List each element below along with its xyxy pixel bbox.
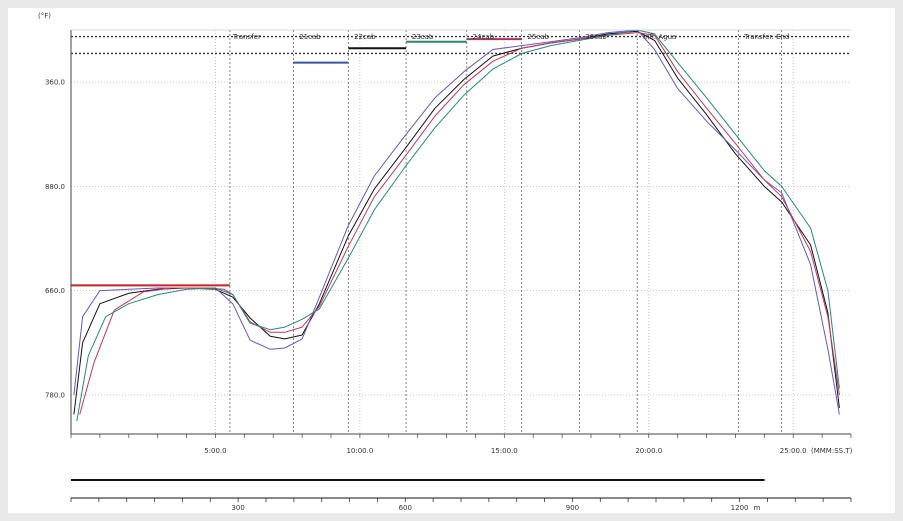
- y-tick-label: 660.0: [45, 287, 65, 295]
- stage-markers-layer: [230, 30, 782, 434]
- stage-label: 21cab: [299, 33, 321, 41]
- y-tick-label: 360.0: [45, 79, 65, 87]
- target-band-layer: [71, 37, 851, 54]
- grid-layer: [71, 30, 851, 438]
- y-tick-label: 780.0: [45, 391, 65, 399]
- chart-frame: 360.0 880.0 660.0 780.0 5:00.0 10:00.0 15:00.0…: [8, 8, 895, 513]
- time-tick-label: 10:00.0: [346, 447, 373, 455]
- stage-label: 26cab: [585, 33, 607, 41]
- temperature-series-line: [77, 30, 840, 421]
- distance-unit-label: m: [754, 504, 761, 512]
- distance-axis-layer: 300 600 900 1200 m: [71, 480, 851, 512]
- temperature-series-line: [74, 31, 840, 414]
- time-axis-label: (MMM:SS.T): [811, 447, 853, 455]
- series-layer: [74, 30, 840, 421]
- distance-tick-label: 900: [566, 504, 579, 512]
- temperature-chart: 360.0 880.0 660.0 780.0 5:00.0 10:00.0 15:00.0…: [8, 8, 895, 513]
- stage-label: 24cab: [473, 33, 495, 41]
- setpoints-layer: [71, 39, 522, 285]
- y-unit-label: (°F): [38, 12, 51, 20]
- distance-tick-label: 1200: [731, 504, 749, 512]
- labels-layer: 360.0 880.0 660.0 780.0 5:00.0 10:00.0 15:00.0…: [38, 12, 853, 455]
- stage-label: 25cab: [527, 33, 549, 41]
- stage-label: Transfer. End: [743, 33, 789, 41]
- plot-border-layer: [71, 30, 851, 434]
- distance-tick-label: 600: [399, 504, 412, 512]
- stage-label: Infl. Agua: [643, 33, 676, 41]
- stage-label: 22cab: [354, 33, 376, 41]
- time-tick-label: 5:00.0: [204, 447, 226, 455]
- distance-tick-label: 300: [231, 504, 244, 512]
- time-tick-label: 15:00.0: [491, 447, 518, 455]
- temperature-series-line: [80, 33, 840, 415]
- temperature-series-line: [74, 30, 840, 415]
- time-tick-label: 25:00.0: [780, 447, 807, 455]
- time-tick-label: 20:00.0: [635, 447, 662, 455]
- y-tick-label: 880.0: [45, 183, 65, 191]
- stage-label: 23cab: [412, 33, 434, 41]
- stage-label: Transfer: [232, 33, 261, 41]
